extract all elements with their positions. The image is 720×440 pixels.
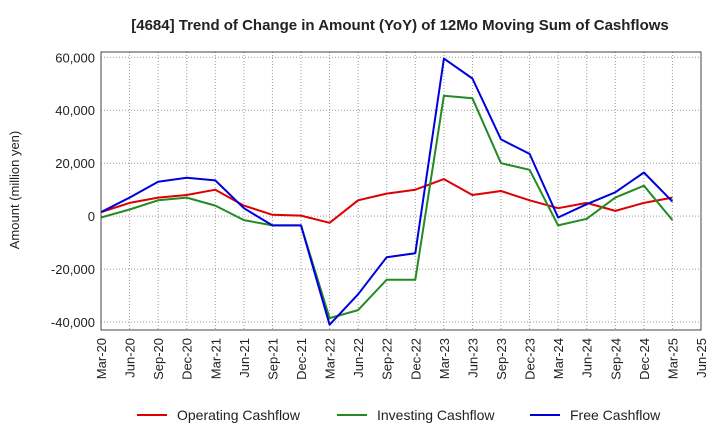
x-tick-label: Jun-22: [351, 338, 366, 378]
x-tick-label: Jun-24: [580, 338, 595, 378]
y-tick-label: -40,000: [51, 315, 95, 330]
x-tick-label: Jun-21: [237, 338, 252, 378]
legend-label-free-cashflow: Free Cashflow: [570, 407, 661, 423]
x-tick-label: Sep-23: [494, 338, 509, 380]
y-tick-label: 0: [88, 209, 95, 224]
x-tick-label: Mar-23: [437, 338, 452, 379]
x-tick-label: Mar-22: [323, 338, 338, 379]
x-tick-label: Mar-24: [551, 338, 566, 379]
x-tick-label: Jun-20: [123, 338, 138, 378]
chart-title: [4684] Trend of Change in Amount (YoY) o…: [131, 17, 669, 34]
x-tick-label: Sep-21: [265, 338, 280, 380]
x-tick-label: Mar-25: [665, 338, 680, 379]
y-axis-ticks: 60,000 40,000 20,000 0 -20,000 -40,000: [51, 50, 95, 330]
x-tick-label: Dec-23: [523, 338, 538, 380]
x-tick-label: Sep-22: [380, 338, 395, 380]
plot-frame: [100, 51, 702, 331]
x-tick-label: Dec-20: [180, 338, 195, 380]
grid: [100, 52, 702, 330]
x-tick-label: Sep-24: [608, 338, 623, 380]
investing-cashflow-line: [100, 94, 674, 320]
x-tick-label: Mar-21: [208, 338, 223, 379]
series-lines: [100, 57, 674, 326]
x-tick-label: Sep-20: [151, 338, 166, 380]
x-tick-label: Mar-20: [94, 338, 109, 379]
y-tick-label: -20,000: [51, 262, 95, 277]
free-cashflow-line: [100, 57, 674, 326]
x-tick-label: Dec-22: [408, 338, 423, 380]
legend-label-investing-cashflow: Investing Cashflow: [377, 407, 495, 423]
x-tick-label: Dec-24: [637, 338, 652, 380]
x-axis-ticks: Mar-20 Jun-20 Sep-20 Dec-20 Mar-21 Jun-21 Sep-…: [94, 338, 709, 380]
y-axis-label: Amount (million yen): [7, 131, 22, 250]
legend: Operating Cashflow Investing Cashflow Free…: [137, 407, 661, 423]
x-tick-label: Dec-21: [294, 338, 309, 380]
x-tick-label: Jun-23: [465, 338, 480, 378]
y-tick-label: 60,000: [55, 50, 95, 65]
x-tick-label: Jun-25: [694, 338, 709, 378]
legend-label-operating-cashflow: Operating Cashflow: [177, 407, 301, 423]
y-tick-label: 40,000: [55, 103, 95, 118]
operating-cashflow-line: [100, 178, 673, 224]
y-tick-label: 20,000: [55, 156, 95, 171]
